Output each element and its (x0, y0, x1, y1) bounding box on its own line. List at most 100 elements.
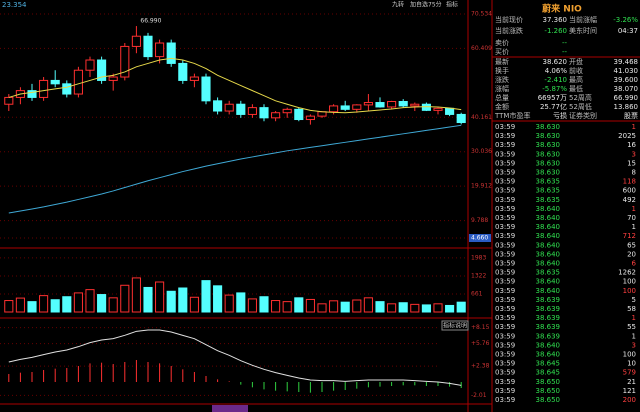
candle-body (433, 107, 443, 111)
volume-bar (236, 292, 246, 313)
volume-bar (352, 299, 362, 313)
indicator-button[interactable] (441, 320, 469, 331)
candle-body (340, 105, 350, 110)
trade-volume: 6 (632, 260, 637, 268)
candle-body (329, 105, 339, 113)
trade-time: 03:59 (495, 314, 515, 322)
trade-time: 03:59 (495, 214, 515, 222)
y-tick-label: 1983 (471, 254, 486, 261)
trade-time: 03:59 (495, 123, 515, 131)
trade-time: 03:59 (495, 232, 515, 240)
tab[interactable]: 75分 (428, 1, 442, 9)
trade-time: 03:59 (495, 369, 515, 377)
trade-time: 03:59 (495, 351, 515, 359)
trade-time: 03:59 (495, 250, 515, 258)
quote-label: 最新 (495, 57, 509, 66)
candle-body (421, 103, 431, 111)
quote-value: 13.860 (614, 103, 639, 111)
volume-bar (456, 301, 466, 313)
candle-body (178, 62, 188, 81)
moving-average (8, 124, 462, 214)
candle-body (108, 76, 118, 81)
volume-bar (166, 290, 176, 313)
quote-value: 股票 (624, 112, 638, 120)
quote-label: 换手 (495, 66, 509, 75)
candle-body (305, 115, 315, 121)
y-tick-label: 1322 (471, 272, 486, 279)
tab[interactable]: 指标 (446, 1, 458, 9)
volume-bar (97, 294, 107, 313)
quote-value: 38.620 (543, 58, 568, 66)
volume-bar (387, 303, 397, 313)
trade-price: 38.630 (536, 169, 561, 177)
high-annotation: 66.990 (140, 18, 161, 25)
trade-time: 03:59 (495, 278, 515, 286)
volume-bar (247, 298, 257, 313)
trade-price: 38.630 (536, 141, 561, 149)
trade-price: 38.639 (536, 305, 561, 313)
quote-label: 金额 (495, 102, 509, 111)
trade-price: 38.630 (536, 159, 561, 167)
quote-label: 总量 (495, 93, 509, 102)
volume-bar (305, 298, 315, 313)
quote-value: 亏损 (553, 111, 567, 120)
quote-label: 52周低 (569, 102, 592, 111)
volume-bar (39, 295, 49, 313)
volume-bar (445, 304, 455, 313)
trade-price: 38.640 (536, 341, 561, 349)
moving-average (8, 57, 462, 114)
quote-label: TTM市盈率 (494, 111, 530, 120)
trade-volume: 600 (623, 187, 636, 195)
last-price: 23.354 (2, 1, 27, 9)
volume-bar (155, 281, 165, 313)
trade-time: 03:59 (495, 296, 515, 304)
quote-label: 当前涨幅 (569, 15, 597, 24)
trade-volume: 8 (632, 169, 636, 177)
candle-body (143, 35, 153, 58)
trade-time: 03:59 (495, 150, 515, 158)
volume-bar (15, 297, 25, 313)
trade-volume: 16 (627, 141, 636, 149)
volume-bar (433, 303, 443, 313)
trade-volume: 2025 (618, 132, 636, 140)
candle-body (282, 108, 292, 114)
stock-title: 蔚来 NIO (542, 3, 582, 15)
y-tick-label: 19.912 (471, 183, 492, 190)
candle-body (352, 104, 362, 110)
volume-bar (398, 302, 408, 313)
trade-price: 38.630 (536, 123, 561, 131)
candle-body (85, 59, 95, 71)
volume-bar (410, 303, 420, 313)
quote-value: 39.600 (614, 76, 639, 84)
trade-volume: 1 (632, 223, 636, 231)
trade-time: 03:59 (495, 396, 515, 404)
volume-bar (4, 300, 14, 313)
indicator-button-label[interactable]: 指标说明 (443, 322, 467, 330)
trade-price: 38.640 (536, 223, 561, 231)
candle-body (39, 79, 49, 98)
trade-time: 03:59 (495, 223, 515, 231)
trade-time: 03:59 (495, 360, 515, 368)
volume-bar (143, 286, 153, 313)
trade-price: 38.645 (536, 360, 561, 368)
volume-bar (294, 297, 304, 313)
volume-bar (363, 297, 373, 313)
y-tick-label: 60.409 (471, 45, 492, 52)
tab[interactable]: 加自选 (410, 1, 428, 9)
trade-time: 03:59 (495, 332, 515, 340)
tab[interactable]: 九转 (392, 1, 404, 9)
trade-time: 03:59 (495, 287, 515, 295)
volume-bar (421, 304, 431, 313)
y-tick-label: +8.15 (471, 324, 490, 331)
volume-bar (271, 300, 281, 313)
candle-body (189, 76, 199, 81)
y-tick-label: 40.161 (471, 114, 492, 121)
trade-price: 38.640 (536, 232, 561, 240)
trade-price: 38.640 (536, 287, 561, 295)
quote-value: 66957万 (538, 94, 567, 102)
trade-time: 03:59 (495, 196, 515, 204)
quote-label: 前收 (569, 66, 583, 75)
volume-bar (317, 303, 327, 313)
